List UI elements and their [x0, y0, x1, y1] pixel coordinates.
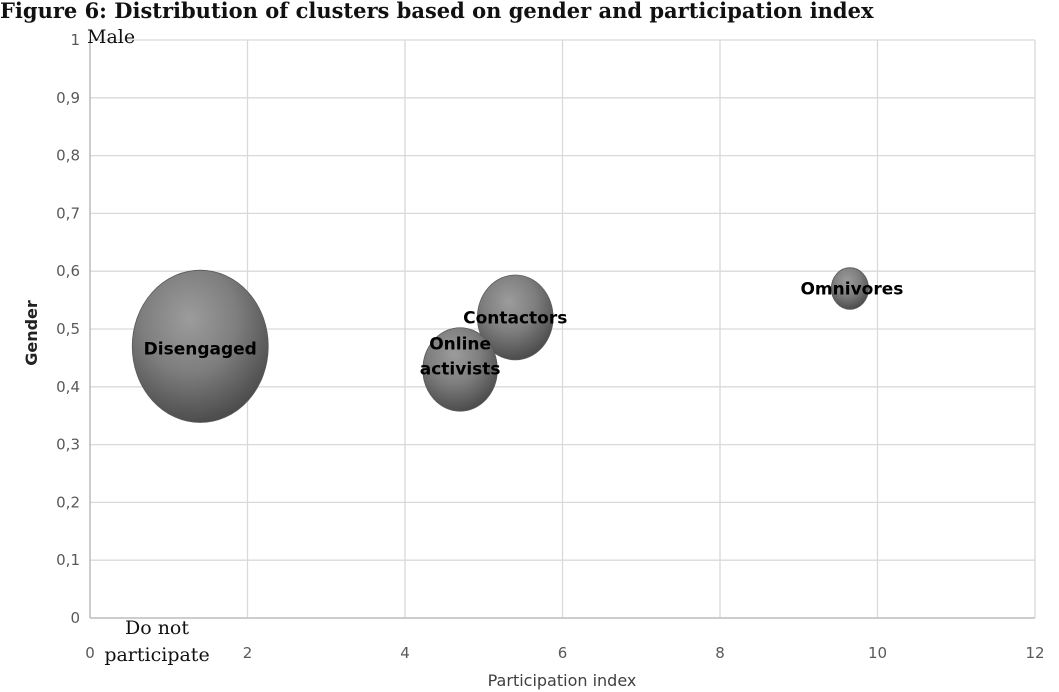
y-tick-label: 0,9: [56, 89, 80, 107]
y-tick-label: 0,3: [56, 436, 80, 454]
y-tick-label: 0,5: [56, 320, 80, 338]
bubbles: [131, 267, 869, 423]
x-tick-label: 10: [868, 644, 887, 662]
bubble-label-online-activists: Online activists: [420, 334, 501, 379]
y-tick-label: 0,4: [56, 378, 80, 396]
x-tick-label: 6: [558, 644, 568, 662]
chart-title: Figure 6: Distribution of clusters based…: [0, 0, 874, 23]
bubble-labels: Disengaged Online activists Contactors Omniv…: [144, 280, 904, 380]
x-tick-label: 0: [85, 644, 95, 662]
x-tick-label: 2: [243, 644, 253, 662]
y-tick-label: 0,1: [56, 551, 80, 569]
x-tick-label: 8: [715, 644, 725, 662]
bubble-omnivores: [830, 267, 869, 310]
annotation-male: Male: [87, 26, 135, 48]
y-tick-label: 0,8: [56, 147, 80, 165]
y-tick-label: 0,2: [56, 493, 80, 511]
bubble-label-contactors: Contactors: [463, 308, 567, 328]
x-tick-label: 4: [400, 644, 410, 662]
y-tick-label: 1: [70, 31, 80, 49]
x-tick-label: 12: [1025, 644, 1044, 662]
x-axis-title: Participation index: [488, 671, 637, 690]
bubble-disengaged: [131, 269, 269, 423]
bubble-label-disengaged: Disengaged: [144, 339, 257, 359]
y-tick-label: 0: [70, 609, 80, 627]
y-tick-label: 0,7: [56, 204, 80, 222]
bubble-label-omnivores: Omnivores: [800, 280, 903, 300]
bubble-online-activists: [422, 327, 498, 412]
tick-labels: 00,10,20,30,40,50,60,70,80,910 2 4 6 8 10 12: [56, 31, 1044, 662]
y-tick-label: 0,6: [56, 262, 80, 280]
annotation-do-not-participate-text: Do not participate: [104, 617, 209, 666]
annotation-do-not-participate: Do not participate: [104, 617, 209, 666]
bubble-contactors: [476, 274, 554, 361]
y-axis-title: Gender: [22, 300, 41, 366]
